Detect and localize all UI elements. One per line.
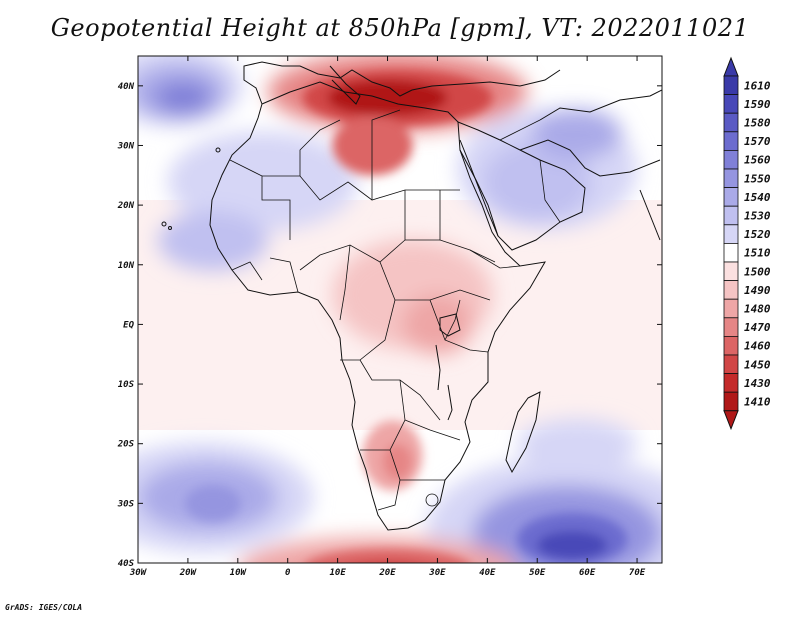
high-mascarene-core [537,531,608,560]
colorbar-swatch [723,298,739,319]
colorbar-swatch [723,261,739,282]
colorbar-swatch [723,168,739,189]
madagascar-coastline [505,391,541,474]
colorbar-swatch [723,391,739,412]
arabia-coastline [457,121,586,251]
colorbar-swatch [723,112,739,133]
x-tick-label: 40E [479,568,496,578]
high-iran [532,108,623,159]
x-tick-label: 30E [428,568,446,578]
y-tick-label: EQ [123,320,134,330]
colorbar-label: 1560 [744,154,771,167]
trough-southern-mid [306,548,469,563]
colorbar-label: 1410 [744,396,771,409]
coastlines [161,61,662,531]
y-tick-label: 30N [117,141,135,151]
indian-ocean-ridge [517,418,638,469]
x-tick-label: 20W [179,568,198,578]
colorbar-swatch [723,242,739,263]
x-tick-label: 30W [129,568,148,578]
y-tick-label: 40N [118,82,135,92]
lakes [435,313,461,421]
y-tick-label: 40S [118,559,135,569]
y-axis: 40N 30N 20N 10N EQ 10S 20S 30S 40S [117,82,662,569]
colorbar-label: 1540 [744,191,771,204]
west-africa-ridge [157,210,268,271]
high-south-atlantic-core [184,485,241,522]
y-tick-label: 20N [117,201,135,211]
colorbar-label: 1520 [744,228,771,241]
colorbar-label: 1510 [744,247,771,260]
colorbar-swatch [723,373,739,393]
colorbar: 1610 1590 1580 1570 1560 1550 1540 1530 1520 1510… [723,56,771,431]
east-africa-low [402,294,473,355]
colorbar-swatch [723,317,739,337]
low-libya [332,115,413,176]
africa-coastline [209,81,546,531]
x-tick-label: 10W [230,568,248,578]
y-tick-label: 10S [118,380,135,390]
colorbar-label: 1570 [744,135,771,148]
colorbar-swatch [723,131,739,151]
colorbar-swatch [723,280,739,300]
colorbar-bottom-arrow [723,410,739,431]
colorbar-label: 1530 [744,210,771,223]
colorbar-swatch [723,75,739,96]
colorbar-swatch [723,205,739,226]
colorbar-swatch [723,354,739,375]
geopotential-field [138,56,662,563]
colorbar-swatch [723,94,739,114]
sahara-ridge [167,131,358,232]
high-azores-core [154,81,211,114]
country-borders [229,109,561,511]
y-tick-label: 20S [117,440,135,450]
colorbar-label: 1490 [744,284,771,297]
x-tick-label: 60E [579,568,596,578]
colorbar-swatch [723,224,739,244]
colorbar-label: 1590 [744,98,771,111]
colorbar-label: 1450 [744,358,771,371]
colorbar-swatch [723,335,739,356]
colorbar-swatch [723,149,739,170]
x-tick-label: 50E [529,568,546,578]
colorbar-label: 1430 [744,377,771,390]
y-tick-label: 10N [118,261,135,271]
colorbar-label: 1480 [744,303,771,316]
colorbar-label: 1470 [744,321,771,334]
x-axis: 30W 20W 10W 0 10E 20E 30E 40E 50E 60E 70E [129,56,646,578]
x-tick-label: 0 [285,568,291,578]
high-arabia-mid [482,141,593,222]
colorbar-label: 1500 [744,265,771,278]
colorbar-label: 1610 [744,79,771,92]
trough-southern-outer [240,536,516,563]
colorbar-label: 1580 [744,117,771,130]
colorbar-label: 1460 [744,340,771,353]
chart-title: Geopotential Height at 850hPa [gpm], VT:… [50,14,750,42]
x-tick-label: 20E [378,568,396,578]
colorbar-label: 1550 [744,172,771,185]
y-tick-label: 30S [117,499,135,509]
x-tick-label: 10E [329,568,346,578]
colorbar-top-arrow [723,56,739,77]
low-kalahari-core [382,443,413,480]
plot-frame [137,55,663,564]
colorbar-swatch [723,187,739,207]
grads-credit: GrADS: IGES/COLA [5,603,83,612]
europe-coastline [243,61,561,105]
x-tick-label: 70E [629,568,646,578]
low-mediterranean-core [327,79,448,116]
